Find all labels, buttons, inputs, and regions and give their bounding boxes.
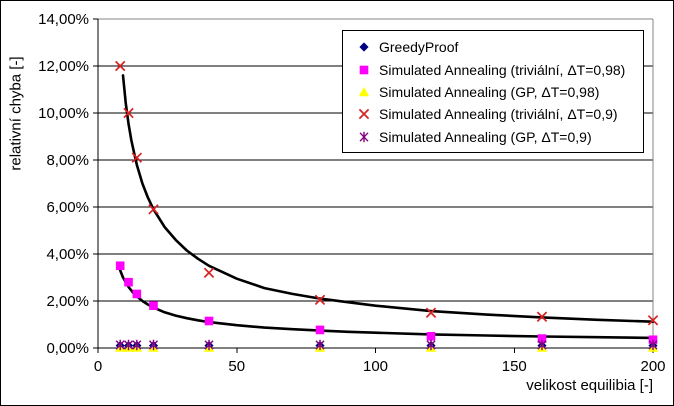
y-tick-label: 14,00% — [38, 11, 89, 28]
legend-item: Simulated Annealing (GP, ΔT=0,9) — [356, 126, 639, 148]
x-marker-icon — [114, 60, 126, 72]
axes — [93, 18, 654, 353]
trend-curve-0 — [121, 74, 655, 323]
y-tick-label: 8,00% — [46, 152, 89, 169]
series-points-1 — [115, 261, 658, 345]
x-marker-icon — [425, 307, 437, 318]
plot-border — [98, 18, 654, 348]
x-marker-icon — [203, 267, 215, 279]
square-marker-icon — [132, 289, 142, 299]
star-marker-icon — [124, 339, 134, 351]
square-marker-icon — [359, 65, 369, 74]
x-tick-label: 100 — [363, 358, 388, 375]
star-marker-icon — [315, 339, 325, 351]
diamond-marker-icon — [359, 42, 369, 52]
square-marker-icon — [315, 325, 325, 335]
series-points-3 — [114, 60, 659, 326]
star-marker-icon — [204, 339, 214, 351]
square-marker-icon — [115, 261, 125, 271]
y-tick-label: 0,00% — [46, 340, 89, 357]
square-marker-icon — [426, 331, 436, 341]
star-marker-icon — [426, 339, 436, 351]
legend-item: Simulated Annealing (triviální, ΔT=0,98) — [356, 58, 639, 80]
legend-item-label: Simulated Annealing (triviální, ΔT=0,98) — [379, 61, 626, 78]
square-marker-icon — [204, 316, 214, 326]
x-marker-icon — [358, 109, 370, 120]
x-tick-label: 50 — [228, 358, 245, 375]
x-tick-label: 0 — [94, 358, 102, 375]
legend: GreedyProof Simulated Annealing (triviáln… — [342, 30, 644, 153]
legend-item: Simulated Annealing (triviální, ΔT=0,9) — [356, 103, 639, 125]
square-marker-icon — [124, 277, 133, 287]
y-tick-label: 10,00% — [38, 105, 89, 122]
star-marker-icon — [132, 339, 142, 351]
star-marker-icon — [148, 339, 159, 351]
x-marker-icon — [314, 294, 326, 306]
series-points-2 — [115, 342, 659, 352]
x-marker-icon — [536, 311, 548, 322]
diamond-marker-icon — [359, 42, 369, 52]
x-tick-label: 200 — [640, 358, 665, 375]
legend-item-label: GreedyProof — [379, 39, 459, 56]
y-tick-label: 12,00% — [38, 58, 89, 75]
x-marker-icon — [123, 107, 134, 119]
legend-item-label: Simulated Annealing (GP, ΔT=0,9) — [379, 128, 592, 145]
x-marker-icon — [148, 204, 159, 215]
star-marker-icon — [115, 339, 125, 351]
star-marker-icon — [537, 339, 547, 351]
legend-item: GreedyProof — [356, 36, 639, 58]
x-tick-label: 150 — [502, 358, 527, 375]
square-marker-icon — [149, 301, 158, 310]
star-marker-icon — [648, 339, 658, 351]
y-tick-label: 4,00% — [46, 246, 89, 263]
x-marker-icon — [647, 315, 659, 326]
series-points-0 — [115, 341, 658, 351]
star-marker-icon — [359, 131, 369, 142]
y-tick-label: 2,00% — [46, 293, 89, 310]
x-marker-icon — [131, 152, 143, 163]
trend-curve-1 — [118, 269, 655, 340]
square-marker-icon — [359, 65, 369, 74]
y-axis-title: relativní chyba [-] — [7, 56, 25, 171]
square-marker-icon — [537, 334, 547, 343]
x-marker-icon — [358, 109, 370, 120]
legend-item-label: Simulated Annealing (GP, ΔT=0,98) — [379, 83, 600, 100]
triangle-marker-icon — [358, 86, 370, 97]
x-axis-title: velikost equilibia [-] — [526, 377, 653, 394]
series-points-4 — [115, 339, 658, 351]
star-marker-icon — [359, 131, 369, 142]
legend-item: Simulated Annealing (GP, ΔT=0,98) — [356, 81, 639, 103]
legend-item-label: Simulated Annealing (triviální, ΔT=0,9) — [379, 106, 618, 123]
y-tick-label: 6,00% — [46, 199, 89, 216]
triangle-marker-icon — [358, 86, 370, 97]
